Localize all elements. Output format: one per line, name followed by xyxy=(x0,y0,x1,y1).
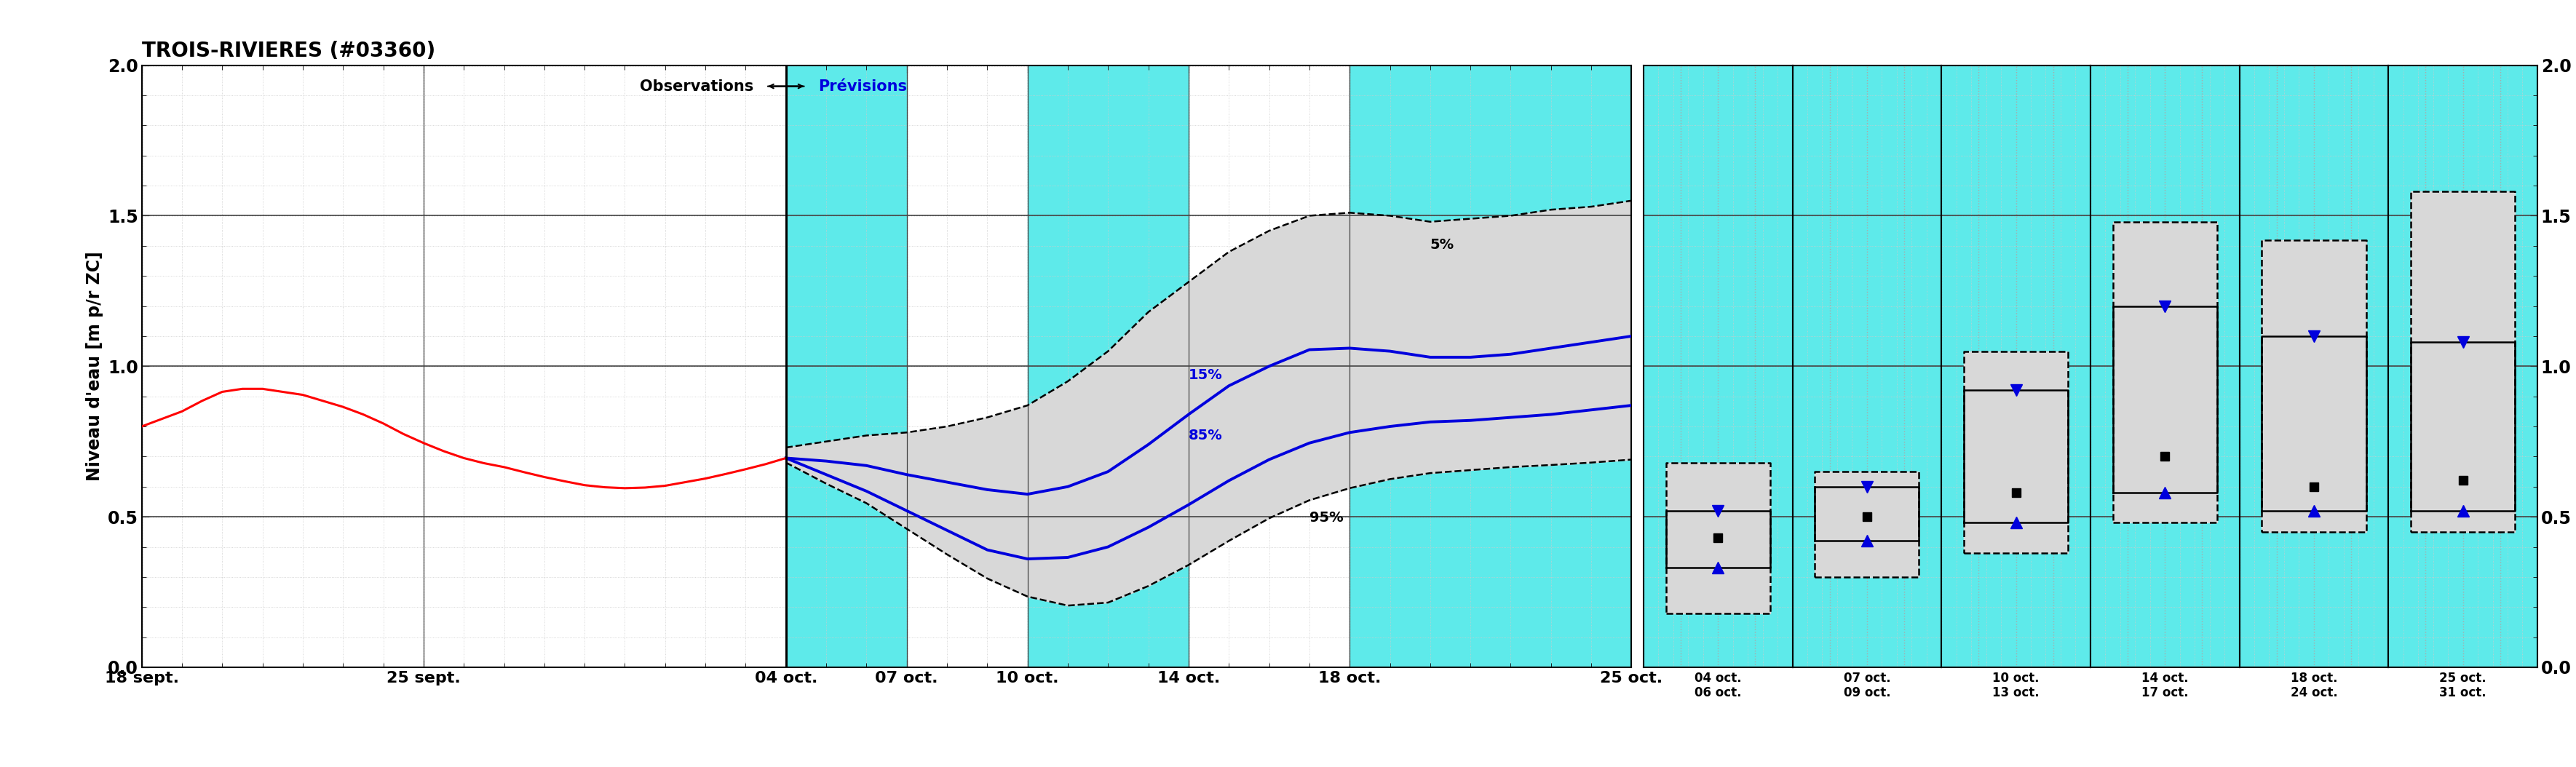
Text: 85%: 85% xyxy=(1188,429,1224,443)
Bar xyxy=(786,65,907,667)
X-axis label: 18 oct.
24 oct.: 18 oct. 24 oct. xyxy=(2290,671,2336,700)
Bar xyxy=(1350,65,1631,667)
Text: Prévisions: Prévisions xyxy=(819,79,907,94)
X-axis label: 07 oct.
09 oct.: 07 oct. 09 oct. xyxy=(1844,671,1891,700)
Y-axis label: Niveau d'eau [m p/r ZC]: Niveau d'eau [m p/r ZC] xyxy=(85,252,103,481)
X-axis label: 10 oct.
13 oct.: 10 oct. 13 oct. xyxy=(1991,671,2040,700)
X-axis label: 14 oct.
17 oct.: 14 oct. 17 oct. xyxy=(2141,671,2190,700)
X-axis label: 25 oct.
31 oct.: 25 oct. 31 oct. xyxy=(2439,671,2486,700)
X-axis label: 04 oct.
06 oct.: 04 oct. 06 oct. xyxy=(1695,671,1741,700)
Text: 95%: 95% xyxy=(1309,511,1342,525)
Text: 15%: 15% xyxy=(1188,368,1224,382)
Text: 5%: 5% xyxy=(1430,238,1455,252)
Text: Observations: Observations xyxy=(639,79,755,94)
Text: TROIS-RIVIERES (#03360): TROIS-RIVIERES (#03360) xyxy=(142,41,435,61)
Bar xyxy=(1028,65,1188,667)
